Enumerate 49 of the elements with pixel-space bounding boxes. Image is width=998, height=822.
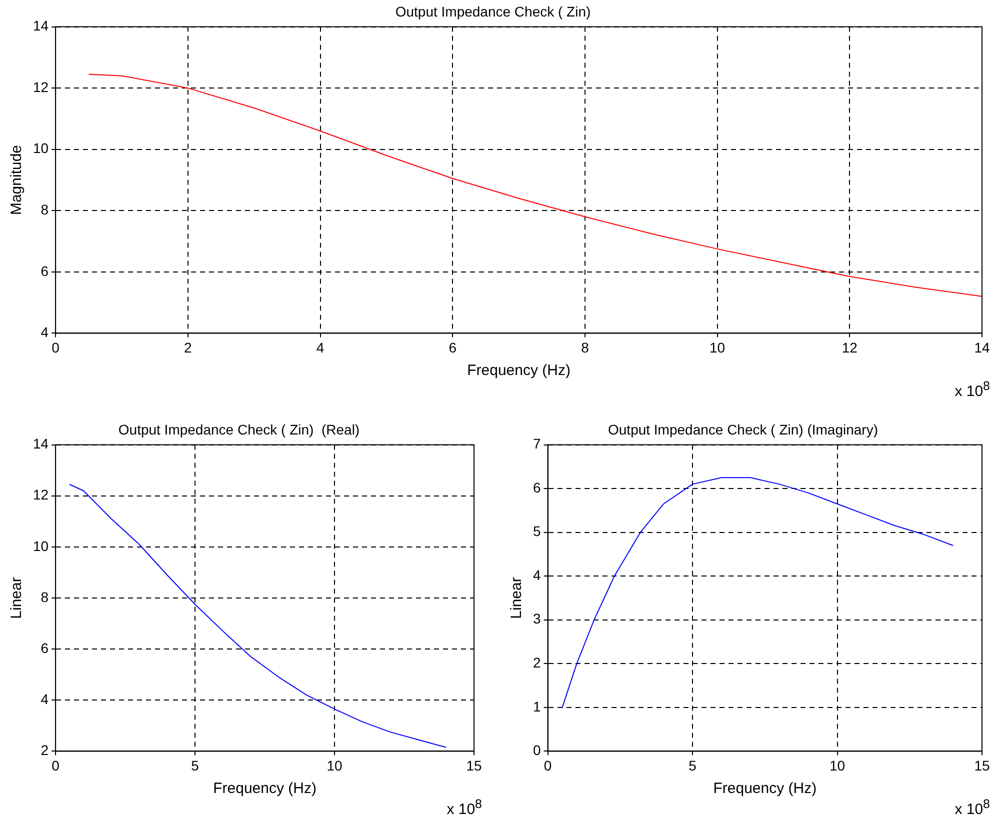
chart-title: Output Impedance Check ( Zin) (Imaginary) <box>608 421 878 438</box>
x-axis-title: Frequency (Hz) <box>213 780 316 798</box>
x-tick-label: 14 <box>974 339 990 356</box>
chart-title: Output Impedance Check ( Zin) (Real) <box>118 421 360 438</box>
y-axis-title: Linear <box>508 577 526 619</box>
y-tick-label: 2 <box>40 742 49 758</box>
x-tick-label: 6 <box>448 339 457 356</box>
y-tick-label: 10 <box>32 140 49 156</box>
y-tick-label: 12 <box>32 486 49 503</box>
x-tick-label: 5 <box>688 757 697 774</box>
y-tick-label: 3 <box>532 610 541 627</box>
x-tick-label: 0 <box>52 757 60 774</box>
x-tick-label: 2 <box>184 339 192 356</box>
y-tick-label: 10 <box>32 538 49 554</box>
y-tick-label: 1 <box>532 698 541 714</box>
x-tick-label: 0 <box>544 757 552 774</box>
y-tick-label: 7 <box>532 436 541 452</box>
y-tick-label: 0 <box>532 742 541 758</box>
y-tick-label: 2 <box>532 654 541 671</box>
chart-title: Output Impedance Check ( Zin) <box>395 3 591 20</box>
y-tick-label: 4 <box>532 566 541 583</box>
x-tick-label: 8 <box>581 339 590 356</box>
x-tick-label: 0 <box>52 339 60 356</box>
x-tick-label: 4 <box>316 339 324 356</box>
y-tick-label: 12 <box>32 78 49 95</box>
y-tick-label: 14 <box>32 436 49 452</box>
x-tick-label: 10 <box>829 757 846 774</box>
y-tick-label: 6 <box>40 262 49 279</box>
text: x 10$^{8}$ <box>446 797 482 818</box>
x-tick-label: 15 <box>974 757 990 774</box>
x-axis-title: Frequency (Hz) <box>467 362 570 380</box>
y-tick-label: 6 <box>40 640 49 656</box>
x-tick-label: 10 <box>710 339 726 356</box>
x-tick-label: 10 <box>326 757 343 774</box>
y-tick-label: 4 <box>40 324 49 340</box>
y-axis-title: Linear <box>8 577 26 619</box>
x-axis-title: Frequency (Hz) <box>713 780 817 798</box>
x-tick-label: 12 <box>842 339 858 356</box>
y-tick-label: 8 <box>40 588 49 605</box>
y-tick-label: 8 <box>40 202 49 218</box>
text: x 10$^{8}$ <box>954 797 990 818</box>
x-tick-label: 5 <box>191 757 200 774</box>
y-tick-label: 5 <box>532 523 541 540</box>
y-axis-title: Magnitude <box>8 144 26 216</box>
y-tick-label: 6 <box>532 479 541 496</box>
text: x 10$^{8}$ <box>954 379 990 400</box>
y-tick-label: 14 <box>32 18 49 34</box>
x-tick-label: 15 <box>466 757 482 774</box>
y-tick-label: 4 <box>40 690 49 707</box>
